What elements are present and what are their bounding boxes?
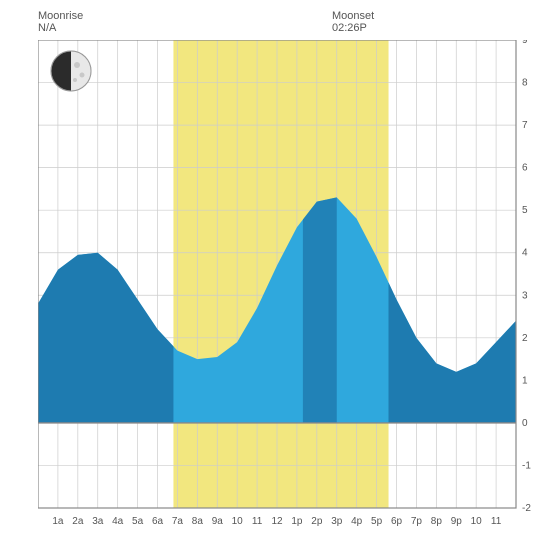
svg-text:6: 6: [522, 163, 528, 174]
svg-text:8a: 8a: [192, 516, 204, 527]
svg-text:9: 9: [522, 40, 528, 46]
svg-text:10: 10: [232, 516, 244, 527]
svg-text:3a: 3a: [92, 516, 104, 527]
svg-text:6p: 6p: [391, 516, 403, 527]
svg-text:-1: -1: [522, 460, 531, 471]
svg-text:5p: 5p: [371, 516, 383, 527]
svg-text:2: 2: [522, 333, 528, 344]
svg-text:4a: 4a: [112, 516, 124, 527]
svg-text:2a: 2a: [72, 516, 84, 527]
svg-text:8: 8: [522, 78, 528, 89]
tide-chart: -2-101234567891a2a3a4a5a6a7a8a9a1011121p…: [38, 40, 546, 540]
svg-text:10: 10: [471, 516, 483, 527]
svg-text:11: 11: [491, 516, 502, 527]
moonset-label: Moonset: [332, 10, 374, 22]
moon-phase-icon: [50, 50, 92, 92]
svg-text:2p: 2p: [311, 516, 323, 527]
svg-text:1a: 1a: [52, 516, 64, 527]
svg-text:7: 7: [522, 120, 528, 131]
svg-text:6a: 6a: [152, 516, 164, 527]
svg-text:11: 11: [252, 516, 263, 527]
moonrise-label: Moonrise: [38, 10, 83, 22]
svg-text:1p: 1p: [291, 516, 303, 527]
moonrise-value: N/A: [38, 22, 83, 34]
svg-text:12: 12: [271, 516, 283, 527]
moonset-value: 02:26P: [332, 22, 374, 34]
svg-text:8p: 8p: [431, 516, 443, 527]
svg-text:4: 4: [522, 248, 528, 259]
svg-text:5a: 5a: [132, 516, 144, 527]
svg-text:9a: 9a: [212, 516, 224, 527]
svg-text:3p: 3p: [331, 516, 343, 527]
svg-text:9p: 9p: [451, 516, 463, 527]
svg-text:4p: 4p: [351, 516, 363, 527]
svg-text:7p: 7p: [411, 516, 423, 527]
svg-text:5: 5: [522, 205, 528, 216]
svg-text:3: 3: [522, 290, 528, 301]
svg-text:7a: 7a: [172, 516, 184, 527]
svg-text:0: 0: [522, 418, 528, 429]
svg-text:-2: -2: [522, 503, 531, 514]
svg-text:1: 1: [522, 375, 528, 386]
